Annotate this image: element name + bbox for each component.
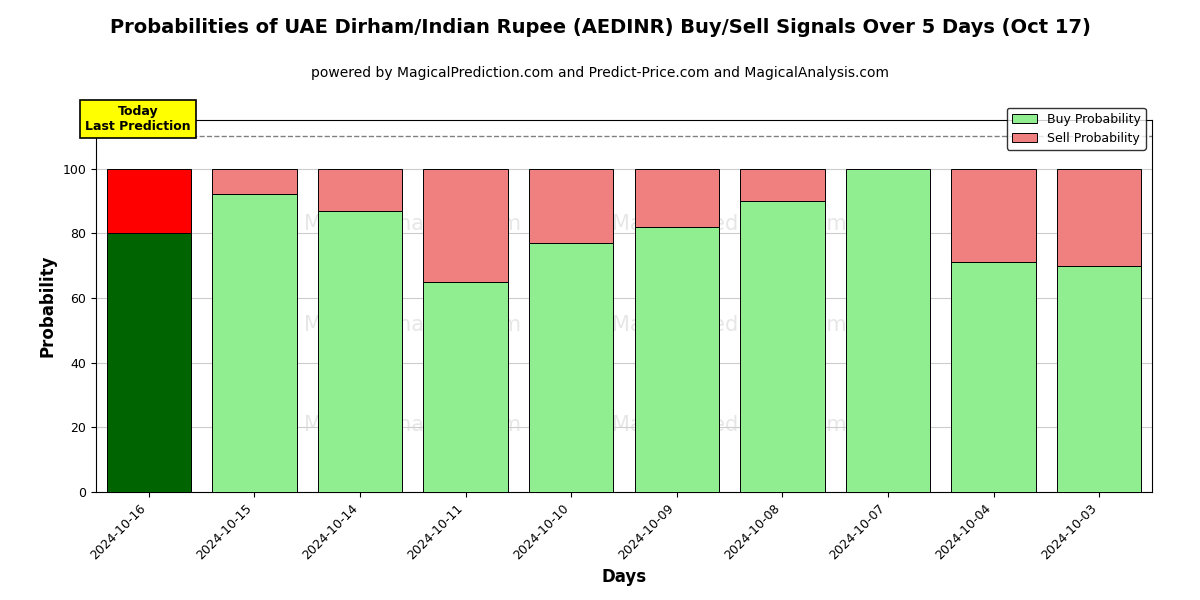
Text: MagicalPrediction.com: MagicalPrediction.com [612, 314, 847, 335]
Legend: Buy Probability, Sell Probability: Buy Probability, Sell Probability [1007, 107, 1146, 150]
Bar [952, 169, 1036, 262]
Bar [212, 194, 296, 492]
Bar [318, 211, 402, 492]
Y-axis label: Probability: Probability [38, 255, 56, 357]
Bar [529, 243, 613, 492]
Text: Probabilities of UAE Dirham/Indian Rupee (AEDINR) Buy/Sell Signals Over 5 Days (: Probabilities of UAE Dirham/Indian Rupee… [109, 18, 1091, 37]
Text: powered by MagicalPrediction.com and Predict-Price.com and MagicalAnalysis.com: powered by MagicalPrediction.com and Pre… [311, 66, 889, 80]
Text: MagicalPrediction.com: MagicalPrediction.com [612, 415, 847, 435]
Bar [1057, 169, 1141, 266]
Text: MagicalAnalysis.com: MagicalAnalysis.com [305, 415, 521, 435]
Bar [846, 169, 930, 492]
Bar [424, 282, 508, 492]
Bar [318, 169, 402, 211]
X-axis label: Days: Days [601, 568, 647, 586]
Bar [107, 233, 191, 492]
Bar [635, 169, 719, 227]
Text: Today
Last Prediction: Today Last Prediction [85, 105, 191, 133]
Bar [952, 262, 1036, 492]
Text: MagicalAnalysis.com: MagicalAnalysis.com [305, 214, 521, 234]
Bar [740, 169, 824, 201]
Text: MagicalAnalysis.com: MagicalAnalysis.com [305, 314, 521, 335]
Bar [635, 227, 719, 492]
Bar [212, 169, 296, 194]
Bar [107, 169, 191, 233]
Bar [740, 201, 824, 492]
Bar [529, 169, 613, 243]
Bar [1057, 266, 1141, 492]
Text: MagicalPrediction.com: MagicalPrediction.com [612, 214, 847, 234]
Bar [424, 169, 508, 282]
